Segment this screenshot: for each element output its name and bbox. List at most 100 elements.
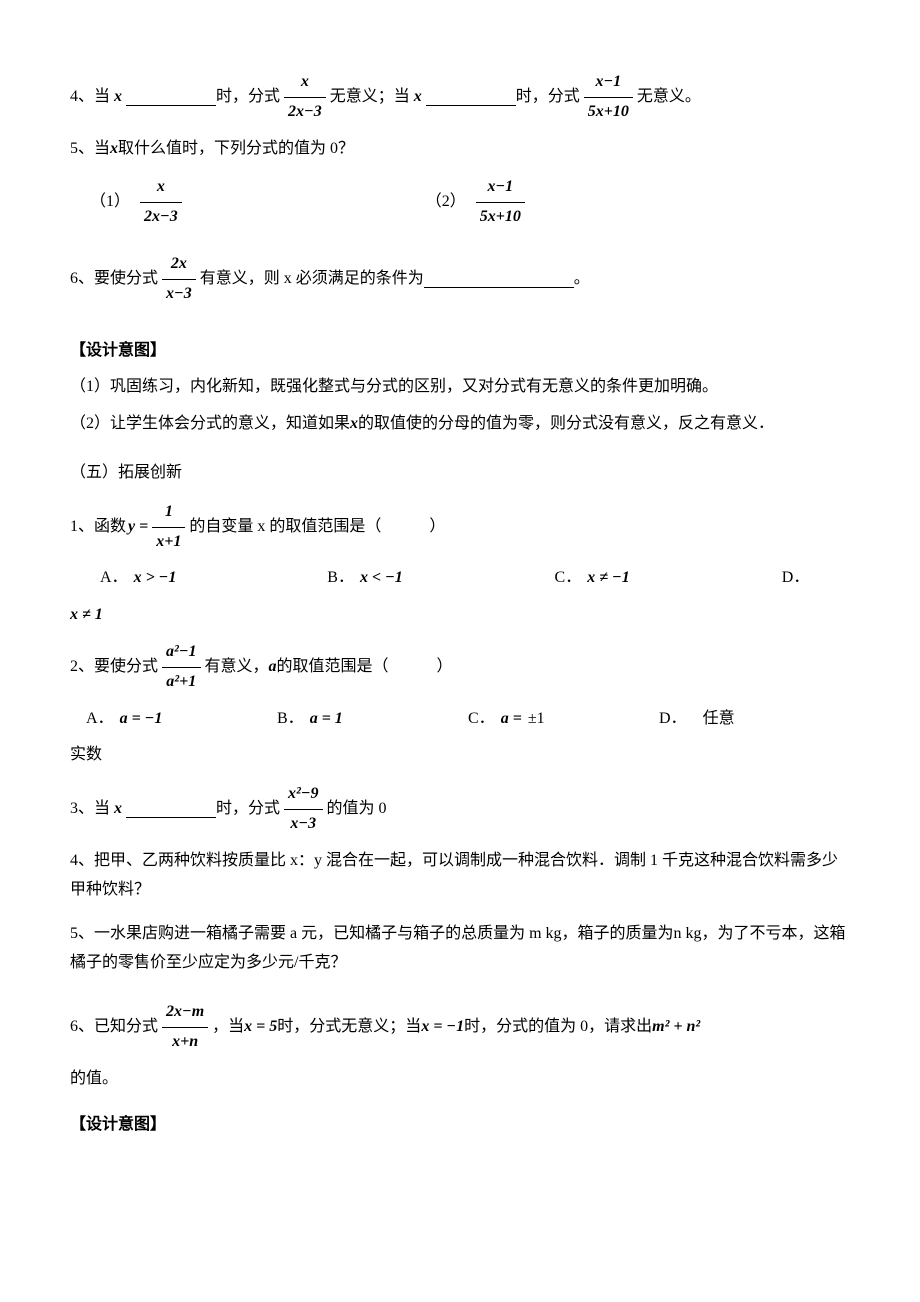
e2-optB-label: B． <box>277 705 304 734</box>
e2-optC-a: a = <box>501 705 522 734</box>
e1-optB-val: x < −1 <box>360 564 403 593</box>
e2-frac: a²−1 a²+1 <box>162 638 201 697</box>
e1-prefix: 1、函数 <box>70 513 126 542</box>
q4-blank2 <box>426 89 516 106</box>
section-5-title: （五）拓展创新 <box>70 459 850 488</box>
e2-num: a²−1 <box>162 638 201 668</box>
ext-q4: 4、把甲、乙两种饮料按质量比 x：y 混合在一起，可以调制成一种混合饮料．调制 … <box>70 847 850 905</box>
e6-num: 2x−m <box>162 998 208 1028</box>
e1-optD: D． <box>782 564 850 593</box>
q5-x: x <box>110 140 118 157</box>
q4-frac2: x−1 5x+10 <box>584 68 633 127</box>
e1-frac: 1 x+1 <box>152 498 185 557</box>
question-4: 4、当 x 时，分式 x 2x−3 无意义；当 x 时，分式 x−1 5x+10… <box>70 68 850 127</box>
q4-frac1-num: x <box>284 68 326 98</box>
q6-frac: 2x x−3 <box>162 250 196 309</box>
e2-optC-b: ±1 <box>528 705 545 734</box>
e2-optB-val: a = 1 <box>310 705 343 734</box>
e1-optA-val: x > −1 <box>134 564 177 593</box>
q5-sub1-den: 2x−3 <box>140 203 182 232</box>
e2-optC: C． a = ±1 <box>468 705 659 734</box>
q4-x1: x <box>114 83 122 112</box>
ext-q6: 6、已知分式 2x−m x+n ，当 x = 5 时，分式无意义；当 x = −… <box>70 998 850 1057</box>
e6-expr: m² + n² <box>652 1013 700 1042</box>
e1-optB-label: B． <box>327 564 354 593</box>
q5-prefix: 5、当 <box>70 140 110 157</box>
q5-tail: 取什么值时，下列分式的值为 0？ <box>118 140 354 157</box>
e3-frac: x²−9 x−3 <box>284 780 323 839</box>
e3-prefix: 3、当 <box>70 795 110 824</box>
e1-mid: 的自变量 x 的取值范围是（ ） <box>189 513 445 542</box>
e2-prefix: 2、要使分式 <box>70 653 158 682</box>
e6-prefix: 6、已知分式 <box>70 1013 158 1042</box>
ext-q5: 5、一水果店购进一箱橘子需要 a 元，已知橘子与箱子的总质量为 m kg，箱子的… <box>70 920 850 978</box>
q5-sub1-num: x <box>140 173 182 203</box>
e6-mid1: ，当 <box>212 1013 244 1042</box>
e6-mid2: 时，分式无意义；当 <box>277 1013 421 1042</box>
d1-l2a: （2）让学生体会分式的意义，知道如果 <box>70 415 350 432</box>
e1-den: x+1 <box>152 528 185 557</box>
e1-optA-label: A． <box>100 564 128 593</box>
q4-frac1: x 2x−3 <box>284 68 326 127</box>
e3-mid1: 时，分式 <box>216 795 280 824</box>
q6-blank <box>424 271 574 288</box>
q4-tail: 无意义。 <box>637 83 701 112</box>
e6-den: x+n <box>162 1028 208 1057</box>
ext-q2: 2、要使分式 a²−1 a²+1 有意义， a 的取值范围是（ ） <box>70 638 850 697</box>
q5-sub1: （1） x 2x−3 <box>90 173 186 232</box>
e1-optB: B．x < −1 <box>327 564 554 593</box>
q6-tail: 。 <box>574 265 590 294</box>
q5-sub1-label: （1） <box>90 188 130 217</box>
design-intent-1-line2: （2）让学生体会分式的意义，知道如果x的取值使的分母的值为零，则分式没有意义，反… <box>70 410 850 439</box>
e2-optC-label: C． <box>468 705 495 734</box>
e1-optD-text: x ≠ 1 <box>70 606 103 623</box>
q6-den: x−3 <box>162 280 196 309</box>
q4-blank1 <box>126 89 216 106</box>
ext-q2-options: A．a = −1 B．a = 1 C． a = ±1 D．任意 <box>86 705 850 734</box>
e6-eq2: x = −1 <box>421 1013 464 1042</box>
e2-optA: A．a = −1 <box>86 705 277 734</box>
e1-optC-label: C． <box>555 564 582 593</box>
q5-sub2-den: 5x+10 <box>476 203 525 232</box>
q4-prefix: 4、当 <box>70 83 110 112</box>
ext-q6-tail: 的值。 <box>70 1065 850 1094</box>
e3-x: x <box>114 795 122 824</box>
e1-optD-label: D． <box>782 564 810 593</box>
q6-prefix: 6、要使分式 <box>70 265 158 294</box>
question-5-subs: （1） x 2x−3 （2） x−1 5x+10 <box>70 173 850 232</box>
q5-sub1-frac: x 2x−3 <box>140 173 182 232</box>
q4-mid2: 无意义；当 <box>330 83 410 112</box>
q5-sub2-frac: x−1 5x+10 <box>476 173 525 232</box>
q5-sub2: （2） x−1 5x+10 <box>426 173 529 232</box>
d1-l2b: 的取值使的分母的值为零，则分式没有意义，反之有意义． <box>358 415 774 432</box>
design-intent-title-1: 【设计意图】 <box>70 337 850 366</box>
e2-optB: B．a = 1 <box>277 705 468 734</box>
q5-sub2-num: x−1 <box>476 173 525 203</box>
e2-optD-label: D． <box>659 705 687 734</box>
e2-mid1: 有意义， <box>205 653 269 682</box>
q4-x2: x <box>414 83 422 112</box>
e3-den: x−3 <box>284 810 323 839</box>
e1-optC-val: x ≠ −1 <box>587 564 629 593</box>
e2-tail: 实数 <box>70 741 850 770</box>
e2-a: a <box>269 653 277 682</box>
e2-den: a²+1 <box>162 668 201 697</box>
question-5: 5、当x取什么值时，下列分式的值为 0？ <box>70 135 850 164</box>
e2-optA-label: A． <box>86 705 114 734</box>
ext-q1-options: A．x > −1 B．x < −1 C．x ≠ −1 D． <box>100 564 850 593</box>
q4-frac2-den: 5x+10 <box>584 98 633 127</box>
e3-tail: 的值为 0 <box>327 795 387 824</box>
q4-frac1-den: 2x−3 <box>284 98 326 127</box>
design-intent-1-line1: （1）巩固练习，内化新知，既强化整式与分式的区别，又对分式有无意义的条件更加明确… <box>70 373 850 402</box>
e3-num: x²−9 <box>284 780 323 810</box>
q5-sub2-label: （2） <box>426 188 466 217</box>
e3-blank <box>126 801 216 818</box>
design-intent-title-2: 【设计意图】 <box>70 1111 850 1140</box>
e1-optC: C．x ≠ −1 <box>555 564 782 593</box>
q4-mid3: 时，分式 <box>516 83 580 112</box>
e1-num: 1 <box>152 498 185 528</box>
ext-q3: 3、当 x 时，分式 x²−9 x−3 的值为 0 <box>70 780 850 839</box>
e6-eq1: x = 5 <box>244 1013 277 1042</box>
e2-optD: D．任意 <box>659 705 850 734</box>
e1-optA: A．x > −1 <box>100 564 327 593</box>
